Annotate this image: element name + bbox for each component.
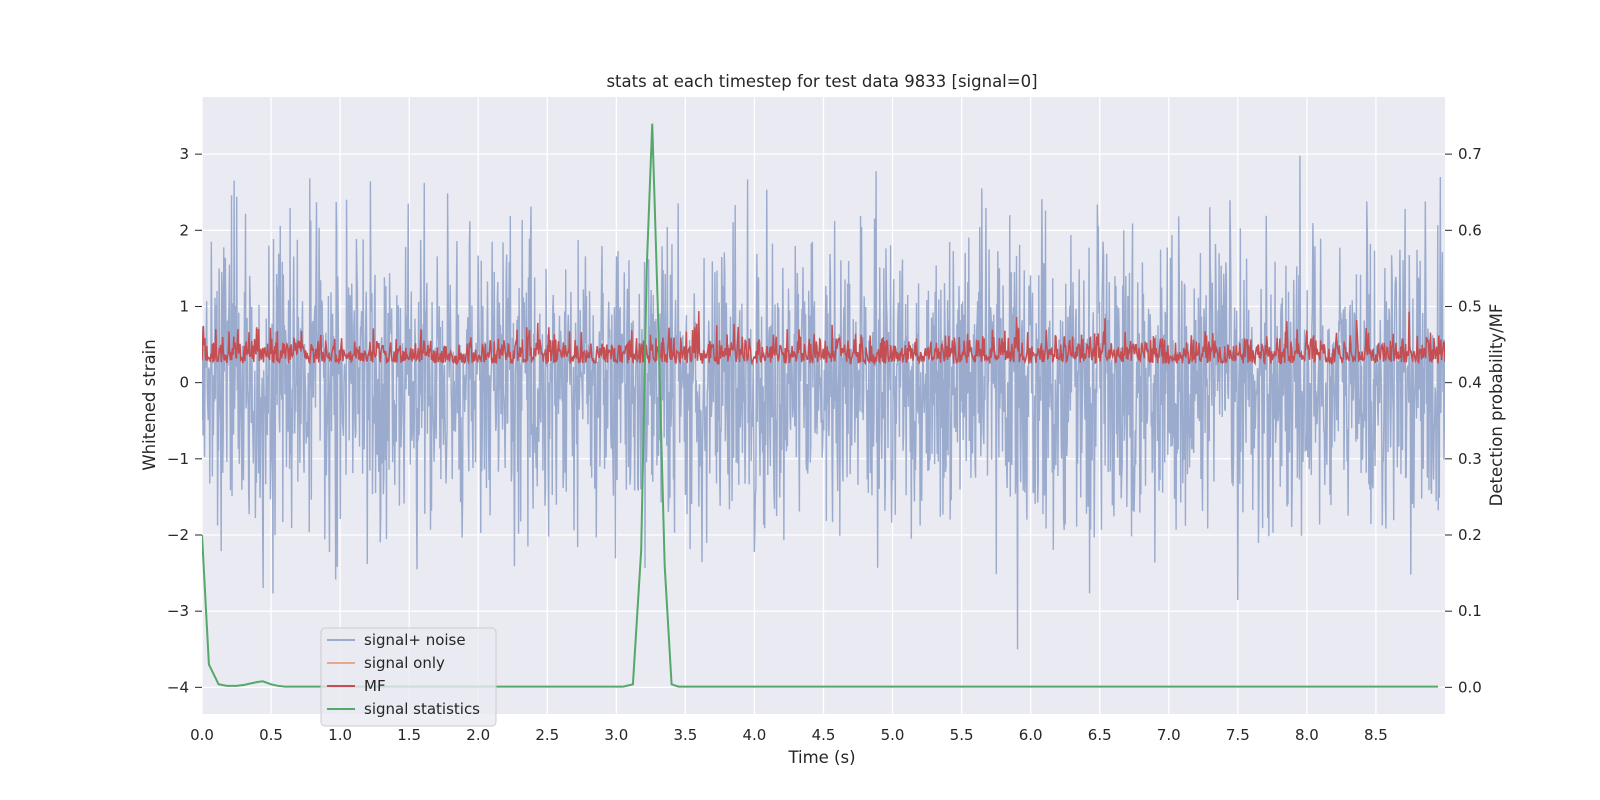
legend-item: signal only [364,654,445,672]
x-axis-label: Time (s) [787,748,855,767]
x-tick-label: 5.0 [881,726,905,744]
y-right-tick-label: 0.6 [1458,221,1482,239]
legend-item: MF [364,677,386,695]
x-tick-label: 4.0 [743,726,767,744]
x-tick-label: 1.5 [397,726,421,744]
x-tick-label: 0.5 [259,726,283,744]
x-tick-label: 0.0 [190,726,214,744]
chart-title: stats at each timestep for test data 983… [606,72,1037,91]
legend-item: signal statistics [364,700,480,718]
y-right-tick-label: 0.7 [1458,145,1482,163]
y-left-tick-label: −2 [167,526,189,544]
x-tick-label: 8.0 [1295,726,1319,744]
y-right-tick-label: 0.4 [1458,374,1482,392]
x-tick-label: 4.5 [812,726,836,744]
x-tick-label: 1.0 [328,726,352,744]
x-tick-label: 5.5 [950,726,974,744]
x-tick-label: 2.0 [466,726,490,744]
x-tick-label: 8.5 [1364,726,1388,744]
x-tick-label: 7.0 [1157,726,1181,744]
y-right-tick-label: 0.5 [1458,297,1482,315]
series-signal-noise [202,155,1445,650]
y-left-tick-label: 3 [179,145,189,163]
y-left-tick-label: −1 [167,450,189,468]
x-tick-label: 7.5 [1226,726,1250,744]
x-tick-label: 6.5 [1088,726,1112,744]
y-axis-left-label: Whitened strain [140,339,159,470]
y-right-tick-label: 0.2 [1458,526,1482,544]
x-tick-label: 6.0 [1019,726,1043,744]
series-signal-statistics [202,123,1439,688]
x-tick-label: 3.0 [604,726,628,744]
legend-item: signal+ noise [364,631,466,649]
legend-box [320,627,497,727]
y-left-tick-label: 0 [179,374,189,392]
y-left-tick-label: 1 [179,297,189,315]
y-left-tick-label: −4 [167,678,189,696]
y-left-tick-label: −3 [167,602,189,620]
y-right-tick-label: 0.1 [1458,602,1482,620]
legend: signal+ noise signal only MF signal statist… [320,627,497,727]
y-right-tick-label: 0.3 [1458,450,1482,468]
x-tick-label: 3.5 [673,726,697,744]
y-right-tick-label: 0.0 [1458,678,1482,696]
y-axis-right-label: Detection probability/MF [1487,304,1506,507]
series-mf [202,311,1445,366]
x-tick-label: 2.5 [535,726,559,744]
y-left-tick-label: 2 [179,221,189,239]
